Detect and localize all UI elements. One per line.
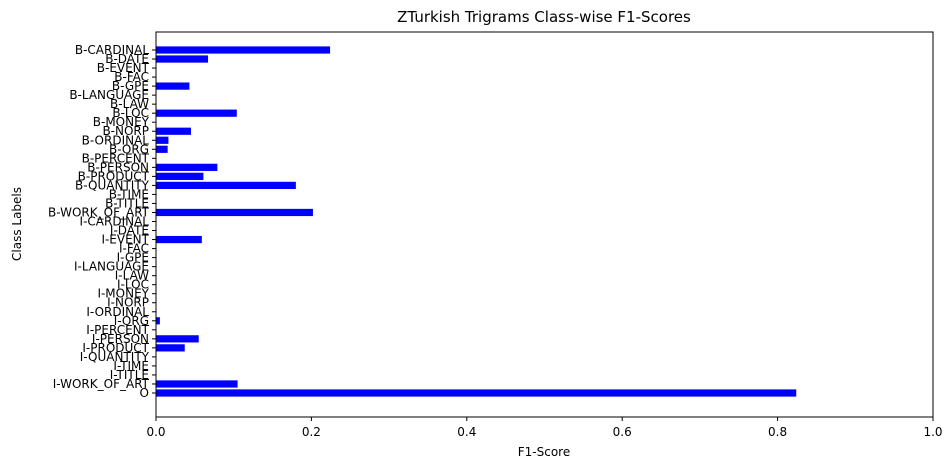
y-tick-label: B-ORDINAL bbox=[82, 133, 150, 147]
y-axis-ticks: B-CARDINALB-DATEB-EVENTB-FACB-GPEB-LANGU… bbox=[48, 43, 156, 400]
y-tick-label: B-PERSON bbox=[87, 160, 149, 174]
bar bbox=[156, 82, 190, 90]
bar bbox=[156, 46, 331, 54]
x-axis-label: F1-Score bbox=[518, 445, 570, 459]
y-tick-label: B-TITLE bbox=[105, 196, 149, 210]
y-tick-label: O bbox=[140, 386, 149, 400]
y-tick-label: B-CARDINAL bbox=[75, 43, 149, 57]
y-tick-label: I-MONEY bbox=[97, 287, 149, 301]
y-tick-label: I-PERSON bbox=[92, 332, 149, 346]
x-axis-ticks: 0.0 0.2 0.4 0.6 0.8 1.0 bbox=[146, 417, 943, 439]
y-tick-label: B-LAW bbox=[110, 97, 149, 111]
y-tick-label: B-GPE bbox=[112, 79, 149, 93]
y-tick-label: I-NORP bbox=[107, 296, 149, 310]
plot-frame bbox=[155, 31, 934, 418]
y-tick-label: I-TITLE bbox=[110, 368, 149, 382]
x-tick-label: 0.6 bbox=[613, 425, 632, 439]
bar bbox=[156, 208, 313, 217]
y-tick-label: I-FAC bbox=[119, 242, 149, 256]
y-tick-label: B-TIME bbox=[109, 187, 149, 201]
bar bbox=[156, 163, 218, 171]
bar bbox=[156, 181, 296, 190]
y-tick-label: B-WORK_OF_ART bbox=[48, 205, 150, 219]
y-tick-label: B-FAC bbox=[114, 70, 149, 84]
bars bbox=[156, 46, 797, 397]
y-axis-label: Class Labels bbox=[10, 187, 24, 261]
y-tick-label: B-NORP bbox=[102, 124, 149, 138]
bar bbox=[156, 335, 199, 343]
bar bbox=[156, 235, 202, 244]
chart-title: ZTurkish Trigrams Class-wise F1-Scores bbox=[397, 8, 691, 26]
y-tick-label: B-LOC bbox=[112, 106, 149, 120]
bar bbox=[156, 380, 238, 388]
y-tick-label: B-ORG bbox=[109, 142, 149, 156]
bar bbox=[156, 317, 160, 325]
x-tick-label: 0.4 bbox=[457, 425, 476, 439]
bar bbox=[156, 55, 209, 63]
y-tick-label: I-ORDINAL bbox=[86, 305, 149, 319]
bar bbox=[156, 344, 185, 352]
x-tick-label: 0.0 bbox=[146, 425, 165, 439]
y-tick-label: I-LAW bbox=[115, 269, 149, 283]
y-tick-label: I-LOC bbox=[117, 278, 149, 292]
y-tick-label: B-LANGUAGE bbox=[69, 88, 149, 102]
x-tick-label: 0.8 bbox=[768, 425, 787, 439]
y-tick-label: I-LANGUAGE bbox=[74, 260, 149, 274]
y-tick-label: B-DATE bbox=[105, 52, 149, 66]
y-tick-label: I-WORK_OF_ART bbox=[53, 377, 150, 391]
bar bbox=[156, 145, 168, 153]
y-tick-label: B-MONEY bbox=[93, 115, 150, 129]
bar bbox=[156, 127, 191, 135]
y-tick-label: B-EVENT bbox=[97, 61, 150, 75]
y-tick-label: I-GPE bbox=[117, 251, 149, 265]
x-tick-label: 0.2 bbox=[302, 425, 321, 439]
y-tick-label: B-PERCENT bbox=[82, 151, 150, 165]
bar bbox=[156, 136, 169, 144]
y-tick-label: B-PRODUCT bbox=[78, 169, 150, 183]
bar bbox=[156, 172, 204, 180]
y-tick-label: I-PERCENT bbox=[86, 323, 149, 337]
bar bbox=[156, 109, 237, 117]
y-tick-label: I-PRODUCT bbox=[82, 341, 149, 355]
x-tick-label: 1.0 bbox=[923, 425, 942, 439]
y-tick-label: B-QUANTITY bbox=[75, 178, 150, 192]
y-tick-label: I-EVENT bbox=[101, 233, 149, 247]
y-tick-label: I-CARDINAL bbox=[80, 215, 150, 229]
y-tick-label: I-DATE bbox=[110, 224, 149, 238]
y-tick-label: I-ORG bbox=[114, 314, 149, 328]
bar bbox=[156, 389, 797, 397]
y-tick-label: I-QUANTITY bbox=[80, 350, 150, 364]
y-tick-label: I-TIME bbox=[113, 359, 149, 373]
